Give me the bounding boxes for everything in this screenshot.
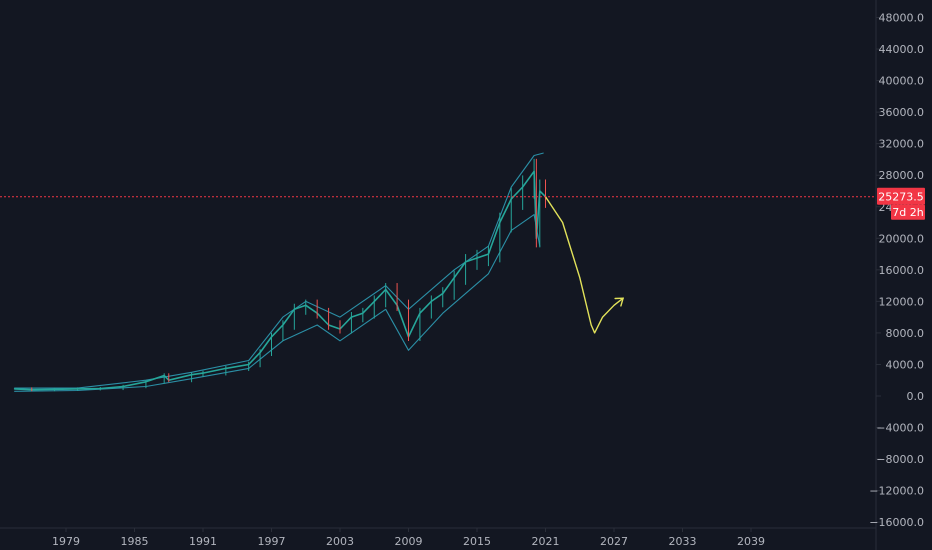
y-tick-label: 12000.0 <box>879 295 925 308</box>
x-tick-label: 1985 <box>121 535 149 548</box>
x-tick-label: 2015 <box>463 535 491 548</box>
time-axis[interactable]: 1979 1985 1991 1997 2003 2009 2015 2021 2027 2033… <box>52 528 765 548</box>
current-price-label-bg <box>877 187 925 205</box>
countdown-label-bg <box>891 204 925 220</box>
x-tick-label: 1991 <box>189 535 217 548</box>
upper-band-line <box>14 152 544 389</box>
x-tick-label: 2039 <box>737 535 765 548</box>
x-tick-label: 2003 <box>326 535 354 548</box>
y-tick-label: 40000.0 <box>879 75 925 88</box>
projection-path <box>544 196 624 334</box>
x-tick-label: 2027 <box>600 535 628 548</box>
x-tick-label: 1979 <box>52 535 80 548</box>
y-tick-label: 44000.0 <box>879 43 925 56</box>
x-tick-label: 2009 <box>395 535 423 548</box>
price-axis[interactable]: 48000.0 44000.0 40000.0 36000.0 32000.0 28000… <box>869 12 924 530</box>
plot-layer <box>0 152 876 392</box>
y-tick-label: −16000.0 <box>869 516 924 529</box>
projection-arrowhead <box>614 297 625 307</box>
price-label-layer: 25273.5 7d 2h <box>877 187 925 220</box>
y-tick-label: 48000.0 <box>879 12 925 25</box>
x-tick-label: 2021 <box>532 535 560 548</box>
lower-band-line <box>14 214 541 392</box>
x-tick-label: 2033 <box>669 535 697 548</box>
y-tick-label: 4000.0 <box>886 358 925 371</box>
y-tick-label: 28000.0 <box>879 169 925 182</box>
y-tick-label: −4000.0 <box>876 422 924 435</box>
y-tick-label: −8000.0 <box>876 453 924 466</box>
y-tick-label: −12000.0 <box>869 485 924 498</box>
countdown-label: 7d 2h <box>892 206 923 219</box>
y-tick-label: 32000.0 <box>879 138 925 151</box>
y-tick-label: 0.0 <box>907 390 925 403</box>
x-tick-label: 1997 <box>258 535 286 548</box>
y-tick-label: 36000.0 <box>879 106 925 119</box>
y-tick-label: 8000.0 <box>886 327 925 340</box>
y-tick-label: 20000.0 <box>879 232 925 245</box>
current-price-label: 25273.5 <box>878 191 924 204</box>
y-tick-label: 16000.0 <box>879 264 925 277</box>
